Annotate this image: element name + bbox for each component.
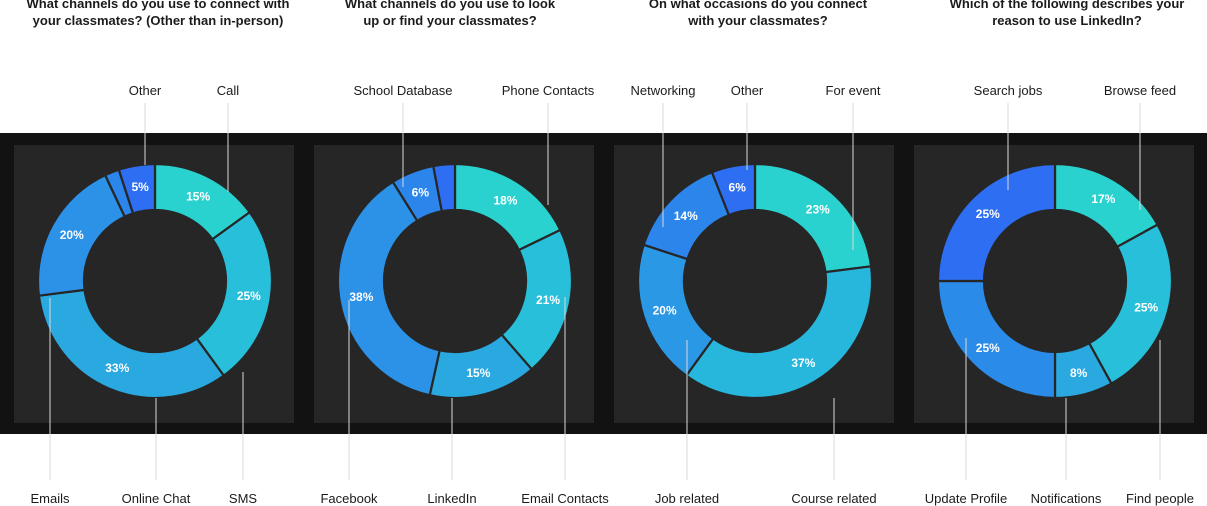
donut-slice — [936, 162, 1057, 283]
slice-percent-label: 37% — [791, 356, 815, 370]
slice-percent-label: 18% — [493, 194, 517, 208]
slice-category-label: Email Contacts — [521, 491, 609, 506]
chart-title-1: What channels do you use to connect with… — [26, 0, 290, 28]
donut-slice — [37, 288, 226, 400]
slice-percent-label: 14% — [674, 209, 698, 223]
slice-percent-label: 20% — [653, 303, 677, 317]
slice-percent-label: 15% — [186, 189, 210, 203]
slice-category-label: LinkedIn — [427, 491, 476, 506]
slice-category-label: Other — [129, 83, 162, 98]
slice-category-label: Other — [731, 83, 764, 98]
slice-category-label: School Database — [353, 83, 452, 98]
slice-percent-label: 25% — [237, 289, 261, 303]
slice-percent-label: 8% — [1070, 366, 1088, 380]
slice-percent-label: 38% — [349, 290, 373, 304]
slice-percent-label: 25% — [976, 207, 1000, 221]
slice-percent-label: 6% — [412, 186, 430, 200]
chart-title-3: On what occasions do you connect with yo… — [648, 0, 868, 28]
donut-slice — [336, 180, 441, 397]
donut-slice — [1087, 223, 1174, 386]
chart-title-2: What channels do you use to look up or f… — [344, 0, 556, 28]
slice-category-label: Course related — [791, 491, 876, 506]
chart-title-4: Which of the following describes your re… — [949, 0, 1185, 28]
slice-category-label: Online Chat — [122, 491, 191, 506]
slice-category-label: Job related — [655, 491, 719, 506]
slice-percent-label: 20% — [60, 228, 84, 242]
slice-category-label: Facebook — [320, 491, 378, 506]
slice-category-label: Phone Contacts — [502, 83, 595, 98]
slice-percent-label: 6% — [729, 181, 747, 195]
slice-percent-label: 25% — [1134, 301, 1158, 315]
slice-category-label: Browse feed — [1104, 83, 1176, 98]
slice-category-label: Find people — [1126, 491, 1194, 506]
donut-slice — [710, 162, 757, 217]
slice-percent-label: 21% — [536, 293, 560, 307]
slice-percent-label: 33% — [105, 361, 129, 375]
donut-slice — [936, 279, 1057, 400]
donut-slice — [195, 210, 274, 378]
slice-category-label: Search jobs — [974, 83, 1043, 98]
donut-slice — [684, 265, 874, 400]
donut-slice — [753, 162, 873, 274]
slice-category-label: SMS — [229, 491, 258, 506]
slice-percent-label: 23% — [806, 203, 830, 217]
donut-slice — [117, 162, 157, 215]
slice-percent-label: 5% — [131, 180, 149, 194]
donut-slice — [432, 162, 457, 213]
slice-percent-label: 15% — [466, 366, 490, 380]
slice-category-label: Notifications — [1031, 491, 1102, 506]
slice-percent-label: 17% — [1091, 192, 1115, 206]
slice-category-label: Call — [217, 83, 240, 98]
slice-category-label: Networking — [630, 83, 695, 98]
slice-category-label: Emails — [30, 491, 70, 506]
slice-category-label: Update Profile — [925, 491, 1007, 506]
slice-percent-label: 25% — [976, 341, 1000, 355]
slice-category-label: For event — [826, 83, 881, 98]
